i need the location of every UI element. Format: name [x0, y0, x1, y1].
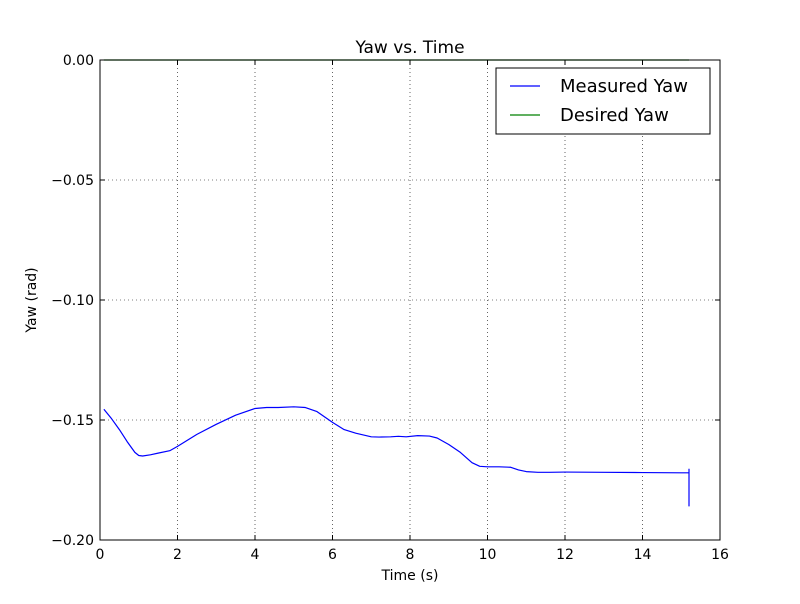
chart-title: Yaw vs. Time	[354, 38, 464, 58]
legend-box	[495, 67, 711, 135]
y-axis-label: Yaw (rad)	[24, 267, 40, 333]
series-line-measured-yaw	[103, 406, 690, 507]
x-tick-label: 4	[251, 547, 260, 563]
y-tick-label: −0.20	[51, 533, 94, 549]
y-tick-label: 0.00	[63, 53, 94, 69]
y-tick-label: −0.15	[51, 413, 94, 429]
x-tick-label: 2	[173, 547, 182, 563]
x-tick-label: 0	[96, 547, 105, 563]
legend: Measured Yaw Desired Yaw	[495, 67, 711, 135]
x-tick-label: 14	[634, 547, 652, 563]
x-tick-label: 12	[556, 547, 574, 563]
ticks	[99, 59, 721, 541]
legend-label-desired-yaw: Desired Yaw	[560, 105, 669, 126]
y-tick-label: −0.05	[51, 173, 94, 189]
y-tick-label: −0.10	[51, 293, 94, 309]
x-axis-label: Time (s)	[381, 568, 439, 584]
legend-label-measured-yaw: Measured Yaw	[560, 76, 688, 97]
tick-labels: 0 2 4 6 8 10 12 14 16 0.00 −0.05 −0.10 −0.15 −0.20	[51, 53, 729, 563]
x-tick-label: 10	[479, 547, 497, 563]
x-tick-label: 6	[328, 547, 337, 563]
x-tick-label: 16	[711, 547, 729, 563]
x-tick-label: 8	[406, 547, 415, 563]
